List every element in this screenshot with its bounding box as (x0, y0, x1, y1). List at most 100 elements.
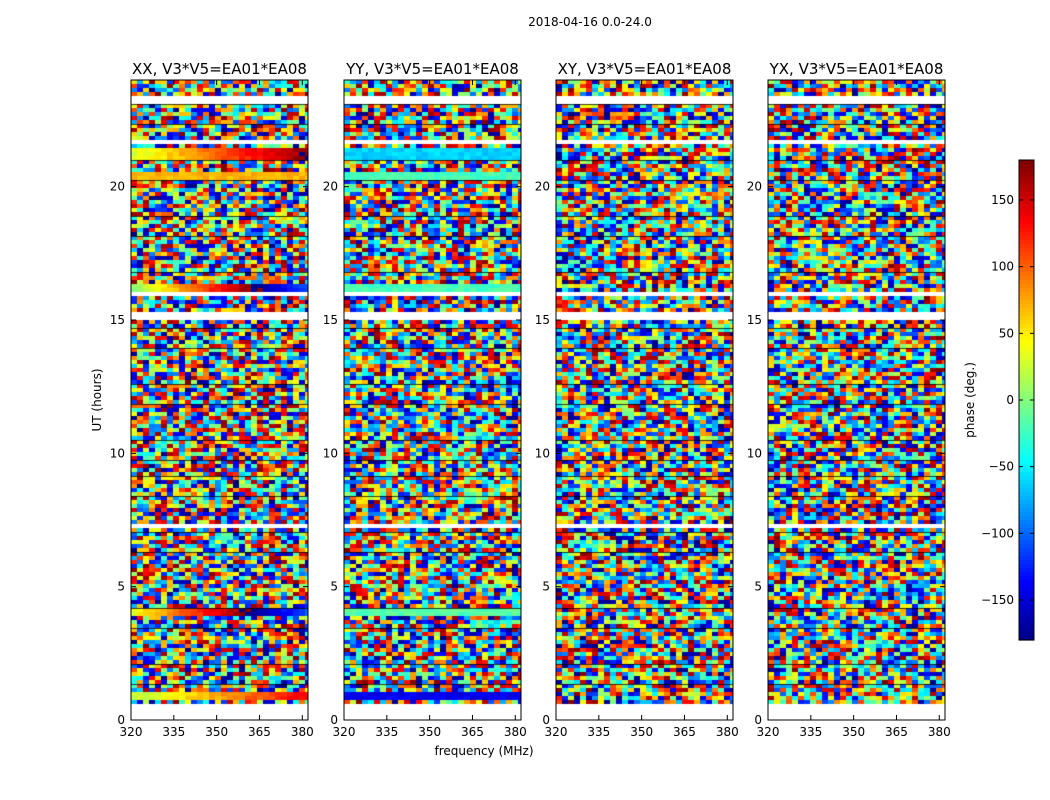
colorbar-swatch (1019, 384, 1034, 389)
colorbar-swatch (1019, 252, 1034, 257)
colorbar-swatch (1019, 304, 1034, 309)
colorbar-swatch (1019, 556, 1034, 561)
colorbar-swatch (1019, 428, 1034, 433)
colorbar-swatch (1019, 492, 1034, 497)
colorbar-swatch (1019, 220, 1034, 225)
colorbar-swatch (1019, 536, 1034, 541)
x-tick-label: 335 (799, 725, 822, 739)
y-tick-label: 10 (535, 446, 550, 460)
y-tick-label: 0 (542, 713, 550, 727)
colorbar-swatch (1019, 224, 1034, 229)
panel-title: XX, V3*V5=EA01*EA08 (132, 60, 307, 78)
y-tick-label: 10 (747, 446, 762, 460)
colorbar-swatch (1019, 204, 1034, 209)
y-axis-label: UT (hours) (90, 368, 104, 431)
colorbar-swatch (1019, 380, 1034, 385)
colorbar-label: phase (deg.) (963, 362, 977, 438)
colorbar-swatch (1019, 448, 1034, 453)
colorbar-swatch (1019, 432, 1034, 437)
panel-frame (767, 79, 946, 721)
colorbar-swatch (1019, 292, 1034, 297)
colorbar-swatch (1019, 416, 1034, 421)
colorbar-swatch (1019, 288, 1034, 293)
colorbar-swatch (1019, 388, 1034, 393)
y-tick-label: 20 (323, 180, 338, 194)
x-axis-label: frequency (MHz) (434, 744, 533, 758)
colorbar-swatch (1019, 472, 1034, 477)
colorbar-swatch (1019, 628, 1034, 633)
colorbar-swatch (1019, 376, 1034, 381)
colorbar-swatch (1019, 424, 1034, 429)
panel-1: XX, V3*V5=EA01*EA08 320 335 350 365 380 0 5 10 15… (110, 60, 314, 739)
colorbar-swatch (1019, 352, 1034, 357)
colorbar-tick-label: 150 (991, 193, 1014, 207)
colorbar-swatch (1019, 488, 1034, 493)
colorbar-swatch (1019, 496, 1034, 501)
panel-frame (555, 79, 734, 721)
colorbar-swatch (1019, 588, 1034, 593)
colorbar-swatch (1019, 396, 1034, 401)
colorbar-swatch (1019, 484, 1034, 489)
figure-suptitle: 2018-04-16 0.0-24.0 (528, 15, 652, 29)
colorbar-swatch (1019, 372, 1034, 377)
x-tick-label: 350 (630, 725, 653, 739)
y-tick-label: 0 (117, 713, 125, 727)
colorbar-swatch (1019, 604, 1034, 609)
colorbar-swatch (1019, 452, 1034, 457)
panel-2: YY, V3*V5=EA01*EA08 320 335 350 365 380 0 5 10 15… (323, 60, 527, 739)
colorbar-swatch (1019, 256, 1034, 261)
colorbar-swatch (1019, 332, 1034, 337)
y-tick-label: 15 (323, 313, 338, 327)
colorbar-swatch (1019, 196, 1034, 201)
colorbar-swatch (1019, 500, 1034, 505)
heatmap-image (768, 80, 945, 720)
x-tick-label: 320 (120, 725, 143, 739)
colorbar-swatch (1019, 620, 1034, 625)
colorbar-swatch (1019, 444, 1034, 449)
colorbar-swatch (1019, 548, 1034, 553)
colorbar-swatch (1019, 348, 1034, 353)
y-tick-label: 20 (110, 180, 125, 194)
colorbar-swatch (1019, 308, 1034, 313)
colorbar-swatch (1019, 592, 1034, 597)
colorbar: 150 100 50 0 −50 −100 −150 (981, 159, 1035, 641)
colorbar-swatch (1019, 320, 1034, 325)
colorbar-tick-label: 100 (991, 260, 1014, 274)
colorbar-swatch (1019, 160, 1034, 165)
colorbar-swatch (1019, 340, 1034, 345)
colorbar-tick-label: −50 (989, 460, 1014, 474)
colorbar-swatch (1019, 460, 1034, 465)
colorbar-swatch (1019, 268, 1034, 273)
colorbar-swatch (1019, 504, 1034, 509)
colorbar-swatch (1019, 508, 1034, 513)
colorbar-swatch (1019, 312, 1034, 317)
colorbar-swatch (1019, 240, 1034, 245)
colorbar-swatch (1019, 612, 1034, 617)
colorbar-swatch (1019, 408, 1034, 413)
panel-3: XY, V3*V5=EA01*EA08 320 335 350 365 380 0 5 10 15… (535, 60, 739, 739)
colorbar-swatch (1019, 296, 1034, 301)
panel-4: YX, V3*V5=EA01*EA08 320 335 350 365 380 0 5 10 15… (747, 60, 951, 739)
colorbar-swatch (1019, 368, 1034, 373)
y-tick-label: 15 (747, 313, 762, 327)
colorbar-swatch (1019, 516, 1034, 521)
y-tick-label: 10 (110, 446, 125, 460)
colorbar-swatch (1019, 328, 1034, 333)
colorbar-swatch (1019, 212, 1034, 217)
y-tick-label: 5 (754, 580, 762, 594)
colorbar-swatch (1019, 360, 1034, 365)
colorbar-swatch (1019, 560, 1034, 565)
colorbar-swatch (1019, 544, 1034, 549)
colorbar-swatch (1019, 404, 1034, 409)
colorbar-tick-label: −100 (981, 526, 1014, 540)
colorbar-swatch (1019, 636, 1034, 641)
colorbar-swatch (1019, 528, 1034, 533)
x-tick-label: 335 (587, 725, 610, 739)
colorbar-swatch (1019, 244, 1034, 249)
colorbar-swatch (1019, 164, 1034, 169)
heatmap-image (556, 80, 733, 720)
colorbar-swatch (1019, 440, 1034, 445)
colorbar-swatch (1019, 436, 1034, 441)
colorbar-swatch (1019, 456, 1034, 461)
y-tick-label: 5 (542, 580, 550, 594)
